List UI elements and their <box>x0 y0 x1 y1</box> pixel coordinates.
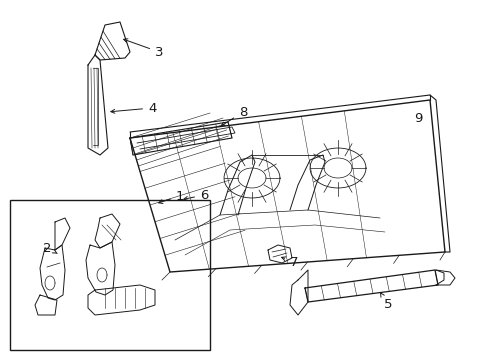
Text: 2: 2 <box>43 242 57 255</box>
Text: 3: 3 <box>123 39 163 59</box>
Text: 6: 6 <box>183 189 208 202</box>
Text: 8: 8 <box>221 105 246 126</box>
Text: 5: 5 <box>380 293 391 311</box>
Text: 9: 9 <box>413 112 421 125</box>
Text: 1: 1 <box>159 189 184 203</box>
Bar <box>10 200 209 350</box>
Text: 4: 4 <box>111 102 156 114</box>
Text: 7: 7 <box>281 256 298 269</box>
